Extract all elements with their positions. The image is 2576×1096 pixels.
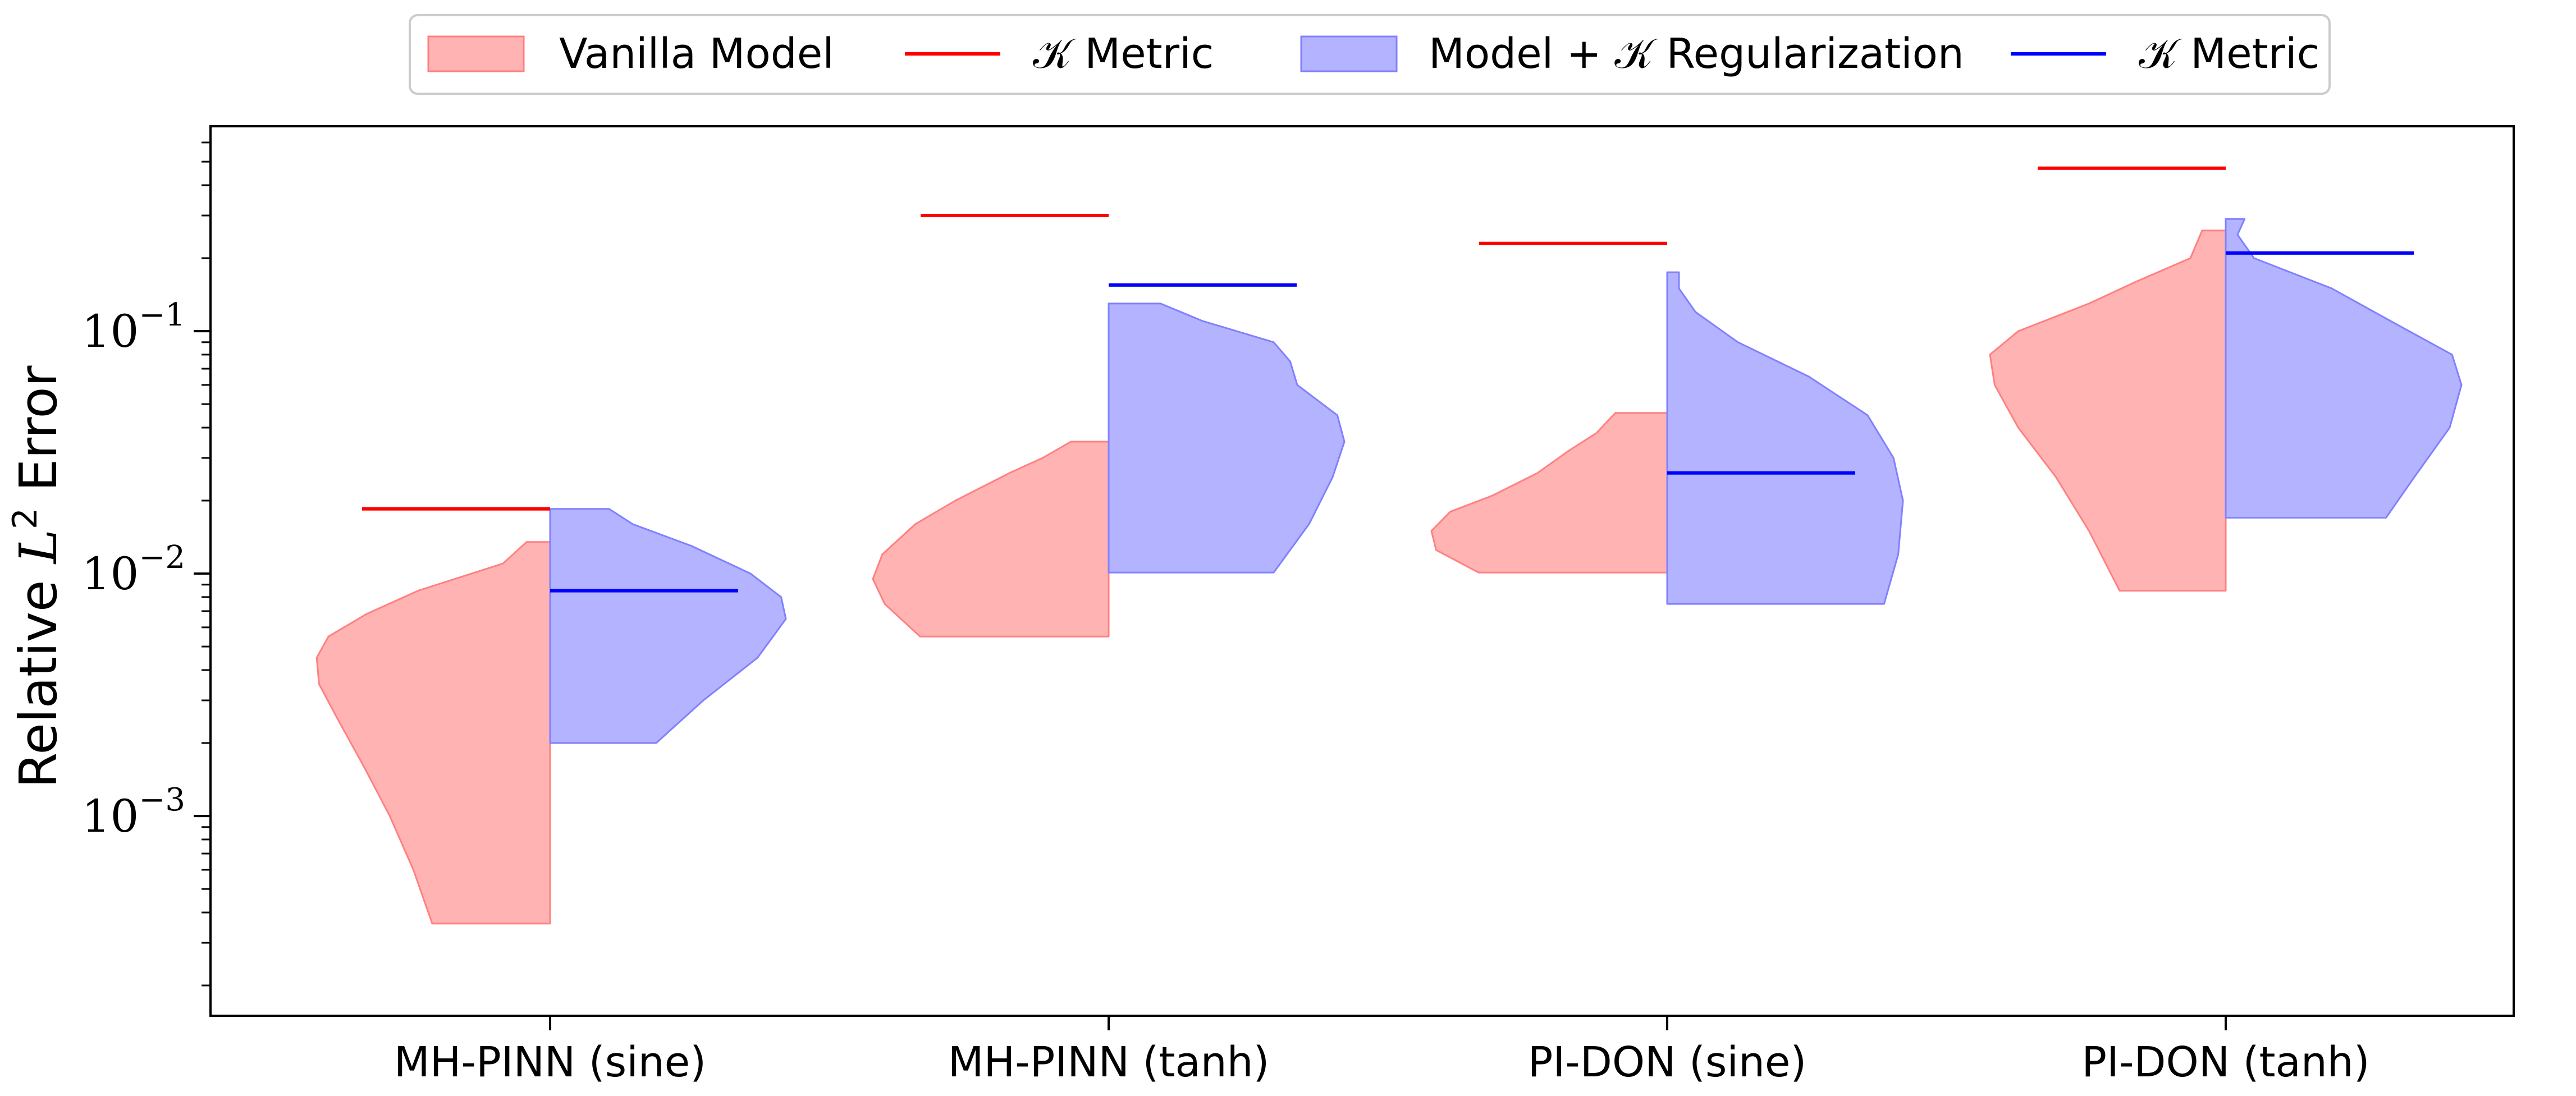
violin-right-0 — [549, 508, 787, 744]
axes: 10−3 10−2 10−1 MH-PINN (sine) MH-PINN (tanh)… — [82, 125, 2515, 1086]
y-tick-label-0: 10−3 — [82, 782, 185, 842]
violin-layer — [315, 218, 2463, 925]
y-tick-label-2: 10−1 — [82, 297, 185, 357]
x-tick-label-3: PI-DON (tanh) — [2081, 1038, 2369, 1086]
plot-frame — [209, 125, 2515, 1017]
violin-left-0 — [315, 541, 551, 925]
legend-label-1: 𝒦 Metric — [1033, 30, 1214, 78]
x-tick-label-1: MH-PINN (tanh) — [948, 1038, 1270, 1086]
violin-right-2 — [1666, 271, 1904, 605]
legend-label-3: 𝒦 Metric — [2139, 30, 2319, 78]
violin-left-2 — [1430, 412, 1668, 574]
y-axis-label: Relative L2 Error — [6, 365, 68, 788]
x-tick-label-0: MH-PINN (sine) — [394, 1038, 706, 1086]
legend-swatch-2 — [1300, 35, 1398, 72]
violin-left-3 — [1989, 230, 2227, 592]
x-tick-label-2: PI-DON (sine) — [1528, 1038, 1807, 1086]
violin-left-1 — [872, 441, 1110, 638]
violin-right-3 — [2225, 218, 2463, 519]
metric-lines — [362, 166, 2414, 593]
violin-right-1 — [1108, 302, 1346, 574]
legend: Vanilla Model 𝒦 Metric Model + 𝒦 Regulariz… — [409, 14, 2331, 95]
legend-swatch-0 — [427, 35, 525, 72]
legend-label-0: Vanilla Model — [559, 30, 834, 78]
legend-label-2: Model + 𝒦 Regularization — [1429, 30, 1964, 78]
y-tick-label-1: 10−2 — [82, 539, 185, 600]
